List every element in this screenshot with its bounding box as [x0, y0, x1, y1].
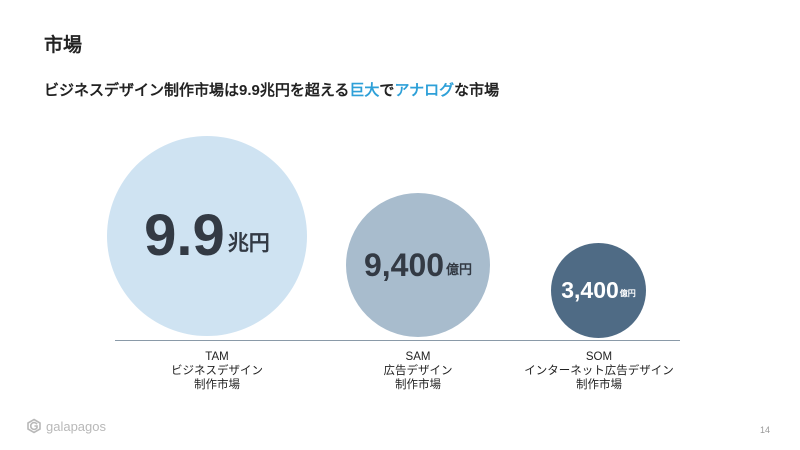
tam-unit: 兆円	[227, 231, 270, 255]
sam-label: SAM 広告デザイン 制作市場	[328, 350, 508, 392]
tam-value: 9.9	[144, 203, 225, 268]
sam-value: 9,400	[363, 247, 445, 283]
galapagos-logo: galapagos	[26, 418, 106, 434]
page-title: 市場	[44, 35, 83, 56]
tam-label-line2: 制作市場	[194, 379, 240, 391]
sam-unit: 億円	[446, 261, 473, 277]
page-number: 14	[759, 425, 770, 435]
som-label-name: SOM	[585, 351, 613, 363]
som-value: 3,400	[561, 277, 619, 303]
tam-label-name: TAM	[205, 351, 229, 363]
sam-label-line2: 制作市場	[395, 379, 441, 391]
tam-label-line1: ビジネスデザイン	[171, 365, 263, 377]
som-label-line2: 制作市場	[576, 379, 622, 391]
sam-label-name: SAM	[405, 351, 431, 363]
subtitle-highlight-analog: アナログ	[394, 82, 455, 99]
tam-label: TAM ビジネスデザイン 制作市場	[127, 350, 307, 392]
som-circle: 3,400 億円	[551, 243, 646, 338]
baseline-divider	[115, 340, 680, 341]
page-subtitle: ビジネスデザイン制作市場は9.9兆円を超える巨大でアナログな市場	[44, 79, 499, 100]
som-label: SOM インターネット広告デザイン 制作市場	[509, 350, 689, 392]
subtitle-text-mid: で	[379, 82, 395, 99]
sam-circle: 9,400 億円	[346, 193, 490, 337]
galapagos-logo-icon	[27, 418, 41, 434]
subtitle-highlight-huge: 巨大	[349, 82, 380, 99]
subtitle-text-post: な市場	[454, 82, 500, 99]
som-unit: 億円	[619, 288, 636, 298]
logo-text: galapagos	[46, 418, 106, 434]
sam-label-line1: 広告デザイン	[383, 365, 453, 377]
som-label-line1: インターネット広告デザイン	[524, 365, 674, 377]
tam-circle: 9.9 兆円	[107, 136, 307, 336]
subtitle-text-pre: ビジネスデザイン制作市場は9.9兆円を超える	[44, 82, 350, 99]
